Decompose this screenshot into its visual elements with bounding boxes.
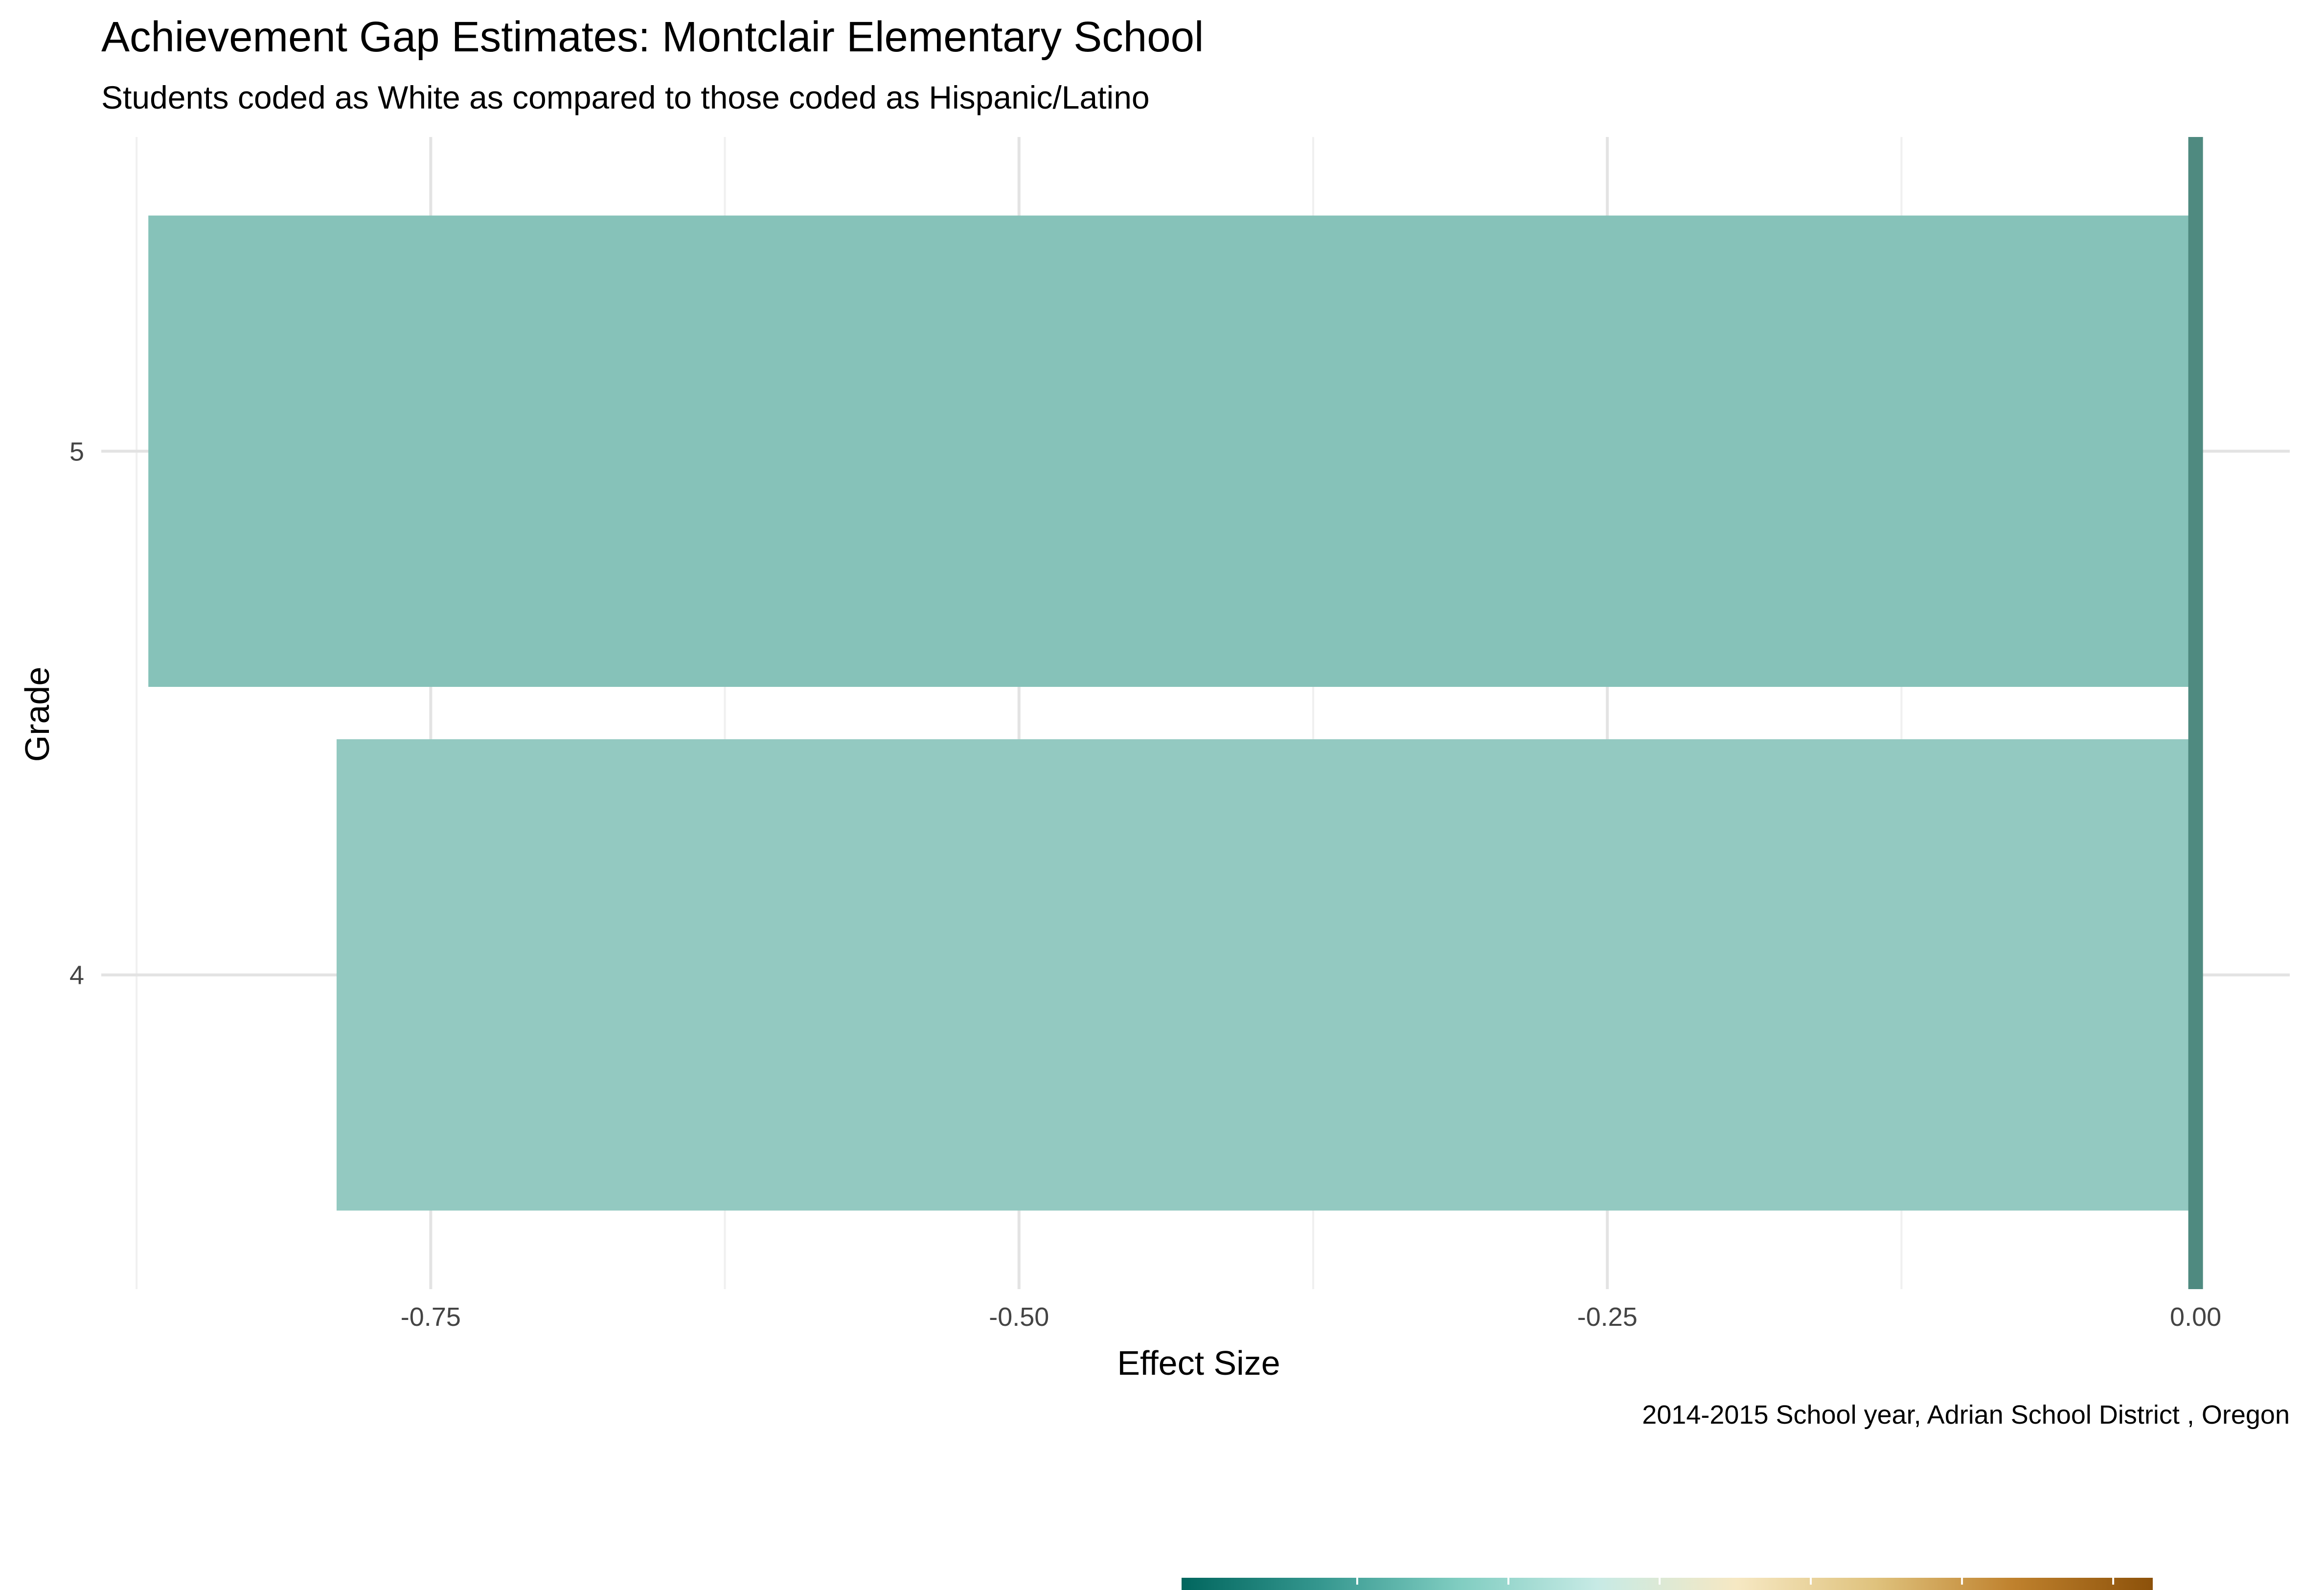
y-tick-label: 5 <box>69 437 84 466</box>
colorbar <box>1182 1578 2153 1590</box>
x-tick-label: -0.75 <box>401 1302 461 1332</box>
x-axis-title: Effect Size <box>1117 1344 1280 1382</box>
chart-subtitle: Students coded as White as compared to t… <box>101 79 1150 115</box>
chart-caption: 2014-2015 School year, Adrian School Dis… <box>1642 1400 2290 1430</box>
x-tick-labels: -0.75 -0.50 -0.25 0.00 <box>401 1302 2221 1332</box>
bars <box>148 215 2196 1211</box>
bar-grade-5 <box>148 215 2196 687</box>
x-tick-label: 0.00 <box>2170 1302 2221 1332</box>
y-tick-label: 4 <box>69 961 84 990</box>
chart-title: Achievement Gap Estimates: Montclair Ele… <box>101 13 1204 61</box>
y-tick-labels: 45 <box>69 437 84 990</box>
x-tick-label: -0.50 <box>989 1302 1049 1332</box>
y-axis-title: Grade <box>18 667 56 762</box>
bar-grade-4 <box>336 739 2196 1211</box>
x-tick-label: -0.25 <box>1577 1302 1638 1332</box>
colorbar-legend <box>1182 1578 2153 1590</box>
